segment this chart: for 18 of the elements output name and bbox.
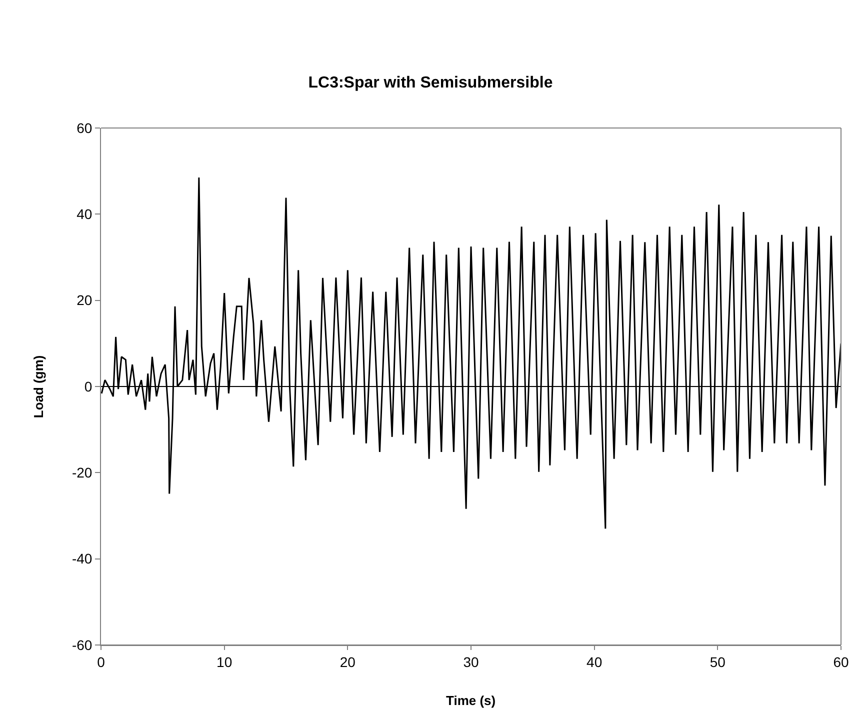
x-tick-label: 0 (97, 654, 106, 670)
y-axis-title: Load (gm) (31, 355, 46, 418)
x-tick-label: 50 (710, 654, 726, 670)
x-tick-label: 40 (586, 654, 602, 670)
x-tick-label: 20 (340, 654, 356, 670)
y-tick-label: -40 (72, 550, 92, 567)
chart-title: LC3:Spar with Semisubmersible (308, 74, 553, 92)
y-tick-label: 20 (76, 292, 92, 308)
x-axis-title: Time (s) (446, 693, 496, 708)
y-tick-label: 0 (84, 378, 92, 394)
y-tick-label: -20 (72, 464, 92, 481)
y-tick-label: 40 (76, 206, 92, 222)
y-tick-label: 60 (76, 120, 92, 136)
x-tick-label: 10 (216, 654, 232, 670)
y-tick-label: -60 (72, 636, 92, 653)
x-tick-label: 60 (833, 654, 849, 670)
line-series (101, 176, 841, 530)
x-tick-label: 30 (463, 654, 479, 670)
